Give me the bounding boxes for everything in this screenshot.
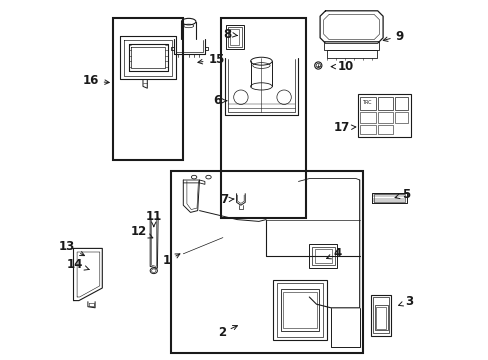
Text: 11: 11: [145, 210, 162, 226]
Bar: [276, 283, 322, 337]
Bar: [273, 280, 326, 340]
Bar: [280, 289, 319, 331]
Text: 13: 13: [59, 240, 84, 256]
Bar: [377, 125, 392, 134]
Text: 15: 15: [198, 53, 224, 66]
Bar: [323, 41, 379, 50]
Text: 8: 8: [223, 28, 237, 41]
Bar: [309, 244, 337, 268]
Text: 3: 3: [398, 295, 412, 308]
Bar: [314, 249, 331, 263]
Bar: [377, 112, 392, 123]
Text: 17: 17: [333, 121, 355, 134]
Bar: [311, 247, 334, 265]
Text: 14: 14: [67, 258, 89, 271]
Bar: [230, 29, 239, 45]
Bar: [326, 50, 376, 58]
Bar: [221, 18, 305, 218]
Bar: [360, 112, 375, 123]
Bar: [373, 297, 388, 333]
Text: 6: 6: [212, 94, 226, 107]
Text: 1: 1: [162, 254, 180, 267]
Bar: [357, 94, 410, 137]
Bar: [360, 97, 375, 110]
Bar: [375, 307, 386, 329]
Text: 9: 9: [383, 30, 403, 42]
Bar: [394, 112, 407, 123]
Text: 10: 10: [330, 60, 354, 73]
Bar: [170, 171, 363, 353]
Bar: [283, 292, 316, 328]
Text: 7: 7: [220, 193, 233, 206]
Bar: [370, 295, 390, 336]
Bar: [377, 97, 392, 110]
Bar: [394, 97, 407, 110]
Bar: [225, 25, 244, 49]
Bar: [227, 27, 241, 47]
Text: 2: 2: [217, 325, 237, 339]
Text: 16: 16: [82, 75, 109, 87]
Text: TRC: TRC: [362, 100, 371, 105]
Text: 4: 4: [326, 247, 341, 260]
Text: 12: 12: [130, 225, 152, 238]
Bar: [360, 125, 375, 134]
Bar: [113, 18, 183, 160]
Text: 5: 5: [394, 188, 409, 201]
Bar: [374, 305, 387, 330]
